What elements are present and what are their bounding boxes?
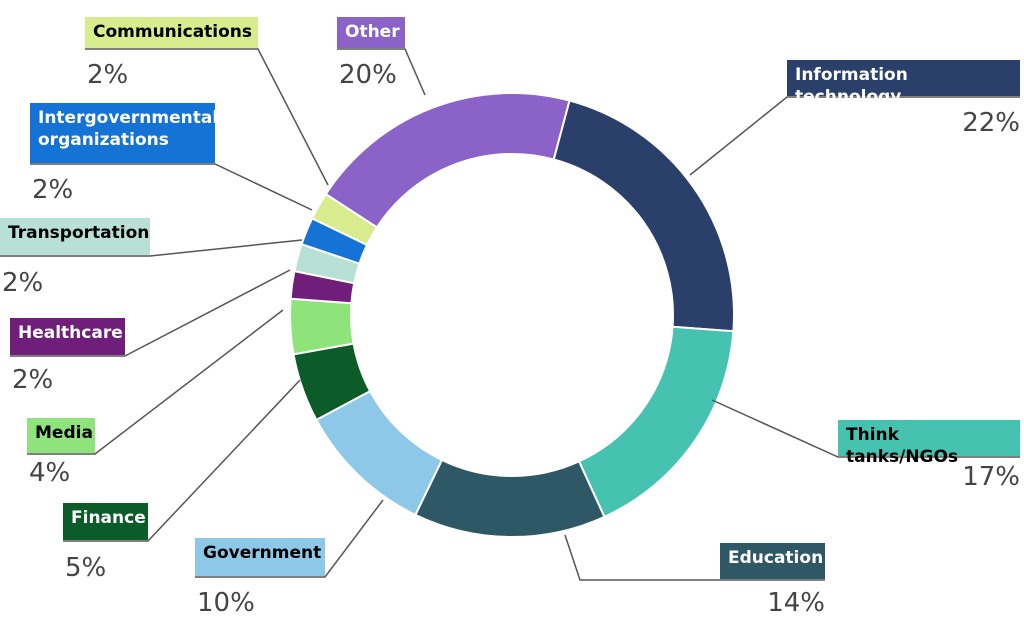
- value-label: 10%: [197, 588, 255, 618]
- donut-segment: [577, 325, 735, 519]
- leader-line: [195, 499, 384, 578]
- category-label: Education: [720, 543, 825, 579]
- value-label: 5%: [65, 553, 107, 583]
- donut-segment: [324, 92, 571, 229]
- category-label: Communications: [85, 17, 258, 48]
- leader-line: [711, 399, 1020, 458]
- leader-line: [63, 379, 301, 542]
- value-label: 20%: [339, 60, 397, 90]
- leader-line: [337, 48, 426, 96]
- category-label: Finance: [63, 503, 148, 540]
- leader-line: [85, 48, 329, 186]
- value-label: 2%: [32, 175, 74, 205]
- category-label: Government: [195, 538, 325, 576]
- value-label: 17%: [962, 462, 1020, 492]
- donut-segment: [414, 458, 606, 538]
- category-label: Other: [337, 17, 405, 48]
- value-label: 2%: [87, 60, 129, 90]
- leader-line: [10, 269, 291, 357]
- donut-segment: [552, 99, 735, 333]
- leader-line: [689, 96, 1020, 176]
- category-label: Think tanks/NGOs: [838, 420, 1020, 467]
- value-label: 4%: [29, 458, 71, 488]
- value-label: 14%: [767, 588, 825, 618]
- category-label: Intergovernmental organizations: [30, 103, 218, 163]
- category-label: Healthcare: [10, 318, 125, 355]
- category-label: Transportation: [0, 218, 150, 255]
- leader-line: [30, 163, 313, 211]
- donut-segment: [289, 297, 355, 356]
- value-label: 2%: [12, 365, 54, 395]
- category-label: Information technology: [787, 60, 1020, 107]
- category-label: Media: [27, 418, 95, 453]
- leader-line: [0, 239, 303, 257]
- leader-line: [27, 309, 284, 455]
- leader-line: [564, 534, 825, 581]
- value-label: 22%: [962, 108, 1020, 138]
- value-label: 2%: [2, 268, 44, 298]
